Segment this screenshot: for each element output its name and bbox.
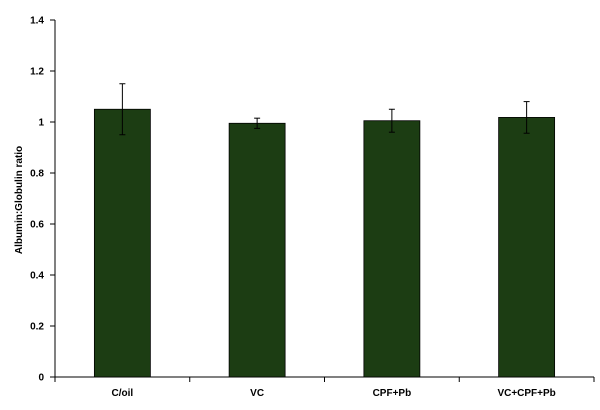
x-category-label: CPF+Pb [373, 388, 412, 399]
y-tick-label: 0 [38, 373, 44, 384]
y-axis: 0 0.2 0.4 0.6 0.8 1 1.2 1.4 [30, 16, 56, 384]
y-tick-label: 0.2 [30, 322, 44, 333]
bar [363, 120, 421, 378]
x-category-label: C/oil [112, 388, 134, 399]
y-tick-label: 0.8 [30, 169, 44, 180]
x-axis: C/oil VC CPF+Pb VC+CPF+Pb [54, 376, 595, 399]
bar [498, 117, 556, 378]
y-tick-label: 1.2 [30, 67, 44, 78]
bar [228, 122, 286, 378]
bars [93, 108, 556, 378]
y-tick-label: 0.4 [30, 271, 44, 282]
y-tick-label: 0.6 [30, 220, 44, 231]
bar [93, 108, 151, 378]
error-bars [119, 83, 530, 136]
y-tick-label: 1 [38, 118, 44, 129]
x-category-label: VC [250, 388, 264, 399]
y-tick-label: 1.4 [30, 16, 44, 27]
x-category-label: VC+CPF+Pb [497, 388, 555, 399]
y-axis-title: Albumin:Globulin ratio [14, 146, 25, 254]
